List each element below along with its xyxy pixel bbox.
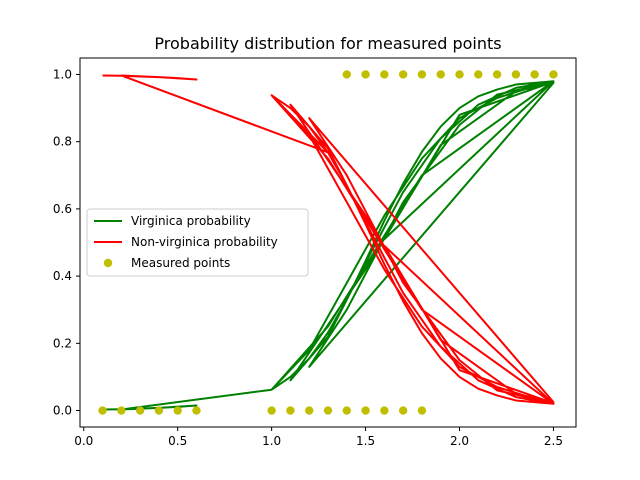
plot-points: [98, 70, 558, 415]
y-axis: 0.0 0.2 0.4 0.6 0.8 1.0: [53, 67, 80, 418]
x-axis: 0.0 0.5 1.0 1.5 2.0 2.5: [74, 427, 563, 448]
y-tick-label: 0.0: [53, 404, 72, 418]
x-tick-label: 0.0: [74, 434, 93, 448]
data-point: [267, 406, 276, 415]
x-tick-label: 1.5: [356, 434, 375, 448]
y-tick-label: 0.2: [53, 336, 72, 350]
data-point: [380, 70, 389, 79]
data-point: [286, 406, 295, 415]
data-point: [361, 70, 370, 79]
y-tick-label: 0.4: [53, 269, 72, 283]
data-point: [436, 70, 445, 79]
data-point: [173, 406, 182, 415]
data-point: [117, 406, 126, 415]
data-point: [154, 406, 164, 415]
data-point: [192, 406, 201, 415]
data-point: [492, 70, 502, 79]
y-tick-label: 1.0: [53, 67, 72, 81]
data-point: [511, 70, 521, 79]
data-point: [135, 406, 145, 415]
series-line-1: [102, 74, 555, 405]
data-point: [323, 406, 333, 415]
y-tick-label: 0.6: [53, 202, 72, 216]
data-point: [342, 70, 351, 79]
x-tick-label: 2.5: [544, 434, 563, 448]
plot-lines: [102, 74, 555, 411]
data-point: [417, 70, 427, 79]
legend-label: Non-virginica probability: [131, 235, 278, 249]
data-point: [417, 406, 427, 415]
data-point: [305, 406, 314, 415]
plot-frame: [79, 57, 577, 428]
legend-label: Measured points: [131, 256, 230, 270]
data-point: [549, 70, 558, 79]
series-line-0: [102, 80, 555, 411]
data-point: [342, 406, 351, 415]
data-point: [380, 406, 389, 415]
data-point: [398, 406, 408, 415]
x-tick-label: 1.0: [262, 434, 281, 448]
legend-label: Virginica probability: [131, 214, 251, 228]
y-tick-label: 0.8: [53, 135, 72, 149]
legend-frame: [86, 208, 309, 277]
chart-title: Probability distribution for measured po…: [154, 34, 501, 53]
data-point: [530, 70, 539, 79]
data-point: [474, 70, 483, 79]
legend-swatch: [103, 258, 113, 268]
x-tick-label: 0.5: [168, 434, 187, 448]
x-tick-label: 2.0: [450, 434, 469, 448]
data-point: [455, 70, 464, 79]
data-point: [361, 406, 370, 415]
data-point: [98, 406, 107, 415]
data-point: [398, 70, 408, 79]
legend: Virginica probability Non-virginica proba…: [86, 208, 309, 277]
